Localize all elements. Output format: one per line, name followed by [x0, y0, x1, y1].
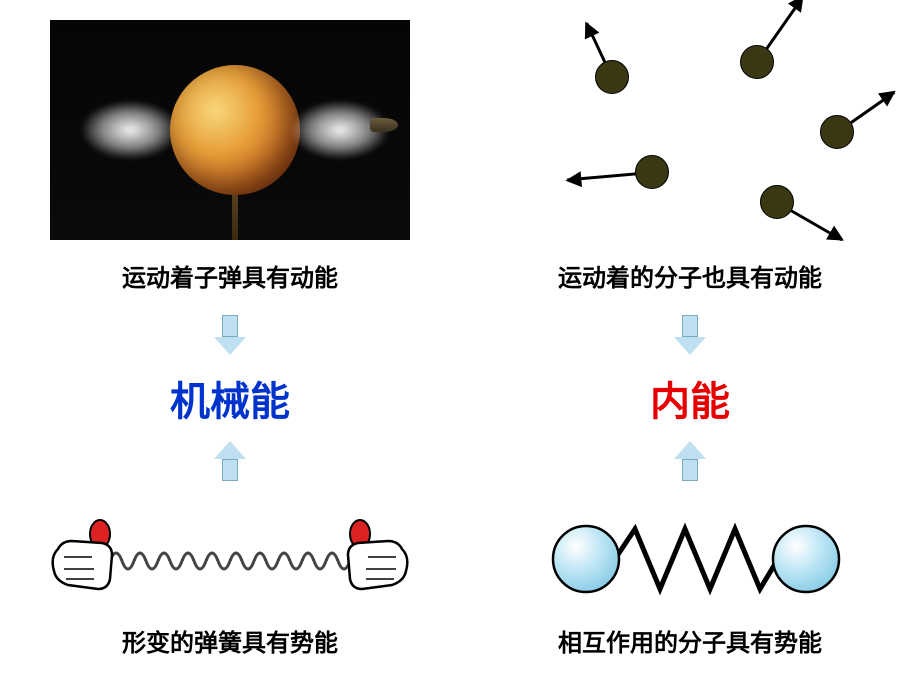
molecule-dot — [595, 60, 629, 94]
molecule-dot — [740, 45, 774, 79]
spring-with-hands — [40, 499, 420, 619]
bullet-apple-photo — [50, 20, 410, 240]
left-column: 运动着子弹具有动能 机械能 形变的弹簧具有势能 — [10, 0, 450, 690]
molecules-panel — [510, 20, 870, 240]
arrow-up-icon — [674, 439, 706, 481]
right-column: 运动着的分子也具有动能 内能 相互作用的分子具有势能 — [470, 0, 910, 690]
left-top-caption: 运动着子弹具有动能 — [122, 258, 338, 293]
molecule-dot — [760, 185, 794, 219]
left-main-label: 机械能 — [170, 369, 290, 427]
right-main-label: 内能 — [650, 369, 730, 427]
apple — [170, 65, 300, 195]
arrow-down-icon — [214, 315, 246, 357]
right-bottom-caption: 相互作用的分子具有势能 — [558, 623, 822, 658]
molecule-dot — [635, 155, 669, 189]
left-bottom-caption: 形变的弹簧具有势能 — [122, 623, 338, 658]
entry-spray — [80, 100, 180, 160]
apple-stand — [232, 190, 238, 240]
bullet — [370, 118, 398, 132]
arrow-down-icon — [674, 315, 706, 357]
right-top-caption: 运动着的分子也具有动能 — [558, 258, 822, 293]
arrow-up-icon — [214, 439, 246, 481]
molecule-dot — [820, 115, 854, 149]
molecular-spring — [520, 499, 860, 619]
